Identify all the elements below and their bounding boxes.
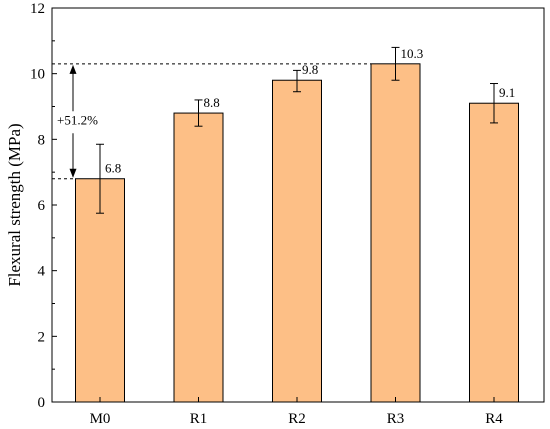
- bar-M0: [75, 178, 125, 403]
- bar-R4: [469, 102, 519, 403]
- y-tick-label: 8: [38, 132, 46, 148]
- y-tick-label: 10: [30, 67, 45, 83]
- annotation-layer: +51.2%: [52, 63, 371, 180]
- x-tick-label-R4: R4: [485, 411, 503, 427]
- y-tick-label: 12: [30, 1, 45, 17]
- annotation-label: +51.2%: [57, 112, 98, 127]
- value-label-R3: 10.3: [401, 46, 424, 61]
- y-tick-label: 0: [38, 395, 46, 411]
- value-label-R1: 8.8: [204, 95, 220, 110]
- x-tick-label-R2: R2: [288, 411, 306, 427]
- value-label-M0: 6.8: [105, 161, 121, 176]
- value-label-R4: 9.1: [499, 85, 515, 100]
- annotation-arrowhead-down: [69, 168, 77, 178]
- axis-layer: 0 2 4 6 8 10 12 M0 R1 R2 R3 R4: [30, 1, 503, 427]
- bar-R3: [370, 63, 421, 403]
- y-tick-label: 2: [38, 329, 46, 345]
- bar-R2: [272, 79, 322, 403]
- x-tick-label-M0: M0: [90, 411, 111, 427]
- y-tick-label: 6: [38, 198, 46, 214]
- annotation-arrowhead-up: [69, 64, 77, 74]
- bar-R1: [173, 112, 224, 403]
- bars-layer: 6.8 8.8 9.8 10.3 9.1: [75, 46, 519, 403]
- y-axis-title: Flexural strength (MPa): [5, 123, 24, 286]
- y-tick-label: 4: [38, 264, 46, 280]
- value-label-R2: 9.8: [302, 62, 318, 77]
- x-tick-label-R3: R3: [387, 411, 405, 427]
- x-tick-label-R1: R1: [190, 411, 208, 427]
